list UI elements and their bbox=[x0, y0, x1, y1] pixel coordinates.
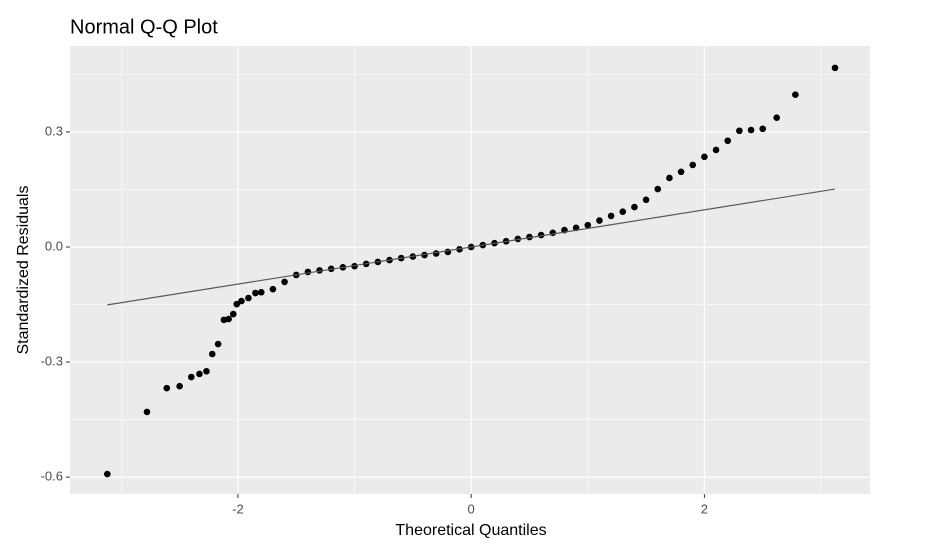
y-tick-label: -0.3 bbox=[41, 353, 63, 368]
x-tick-label: -2 bbox=[232, 501, 244, 516]
point bbox=[421, 251, 428, 259]
point bbox=[269, 285, 277, 293]
point bbox=[316, 267, 323, 274]
y-tick-label: 0.0 bbox=[45, 238, 63, 253]
y-axis-label: Standardized Residuals bbox=[15, 186, 32, 355]
reference-line bbox=[107, 188, 836, 306]
point bbox=[104, 470, 111, 478]
point bbox=[701, 153, 708, 161]
point bbox=[596, 217, 603, 224]
point bbox=[549, 229, 557, 237]
point bbox=[187, 373, 195, 381]
point bbox=[666, 174, 673, 182]
point bbox=[619, 208, 627, 215]
point bbox=[759, 125, 767, 133]
point bbox=[257, 288, 265, 296]
point bbox=[351, 262, 358, 270]
chart-title: Normal Q-Q Plot bbox=[70, 16, 218, 38]
point bbox=[642, 196, 650, 204]
point bbox=[689, 161, 697, 169]
point bbox=[203, 367, 210, 375]
point bbox=[208, 350, 216, 358]
point bbox=[773, 114, 781, 122]
point bbox=[304, 268, 312, 276]
point bbox=[229, 310, 237, 318]
point bbox=[792, 91, 799, 99]
panel bbox=[70, 46, 870, 494]
point bbox=[163, 384, 171, 392]
x-tick-label: 0 bbox=[468, 501, 475, 516]
point bbox=[831, 64, 839, 72]
point bbox=[444, 248, 452, 256]
point bbox=[252, 289, 259, 297]
point bbox=[238, 297, 245, 305]
point bbox=[514, 235, 522, 243]
point bbox=[143, 408, 151, 416]
point bbox=[245, 294, 252, 302]
point bbox=[712, 146, 720, 154]
point bbox=[233, 300, 241, 308]
point bbox=[537, 231, 545, 239]
point bbox=[631, 203, 638, 211]
point bbox=[225, 315, 232, 323]
point bbox=[747, 126, 755, 134]
y-tick-label: -0.6 bbox=[41, 469, 63, 484]
point bbox=[281, 278, 288, 286]
point bbox=[584, 221, 592, 229]
point bbox=[214, 340, 222, 348]
point bbox=[724, 137, 732, 145]
point bbox=[176, 382, 183, 390]
point bbox=[677, 168, 685, 176]
point bbox=[736, 127, 743, 135]
y-tick-label: 0.3 bbox=[45, 123, 63, 138]
point bbox=[196, 370, 203, 378]
point bbox=[654, 185, 662, 193]
point bbox=[526, 233, 533, 241]
x-tick-label: 2 bbox=[701, 501, 708, 516]
point bbox=[607, 212, 615, 220]
x-axis-label: Theoretical Quantiles bbox=[395, 522, 546, 539]
